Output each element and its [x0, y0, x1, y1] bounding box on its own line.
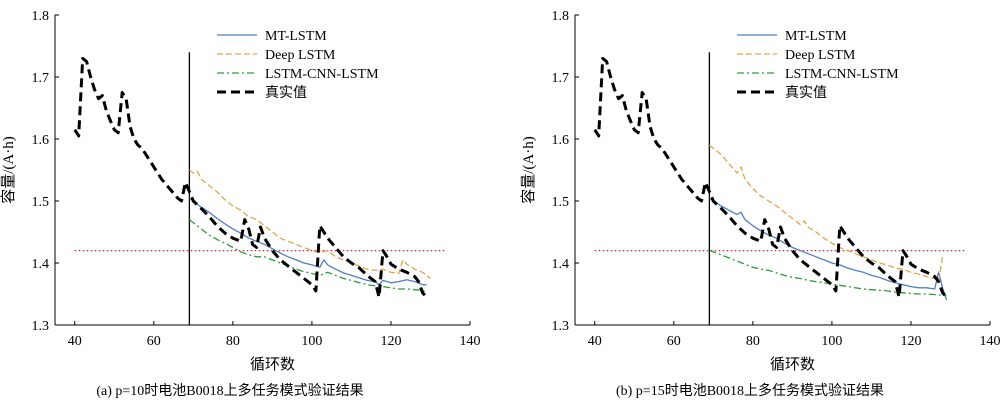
y-tick-label: 1.8: [552, 9, 570, 24]
x-axis-title: 循环数: [250, 356, 295, 373]
legend-label: MT-LSTM: [785, 29, 847, 44]
y-tick-label: 1.5: [552, 195, 570, 210]
chart-panel-a: 1.3 1.4 1.5 1.6 1.7 1.8 40 60 80 100 120 140 循环数 容量/(…: [0, 9, 481, 399]
x-tick-label: 60: [147, 334, 161, 349]
x-tick-label: 100: [301, 334, 322, 349]
x-axis-title: 循环数: [770, 356, 815, 373]
figure-caption: (a) p=10时电池B0018上多任务模式验证结果: [96, 382, 363, 399]
y-tick-label: 1.5: [32, 195, 50, 210]
y-tick-label: 1.3: [32, 319, 50, 334]
legend-label: 真实值: [265, 85, 307, 101]
chart-panel-b: 1.3 1.4 1.5 1.6 1.7 1.8 40 60 80 100 120 140 循环数 容量/(…: [520, 9, 1000, 399]
y-axis-title: 容量/(A·h): [0, 136, 17, 204]
figure-caption: (b) p=15时电池B0018上多任务模式验证结果: [616, 382, 884, 399]
x-tick-label: 80: [746, 334, 760, 349]
legend: MT-LSTM Deep LSTM LSTM-CNN-LSTM 真实值: [737, 29, 899, 101]
y-axis-title: 容量/(A·h): [520, 136, 537, 204]
y-tick-label: 1.4: [32, 257, 50, 272]
legend: MT-LSTM Deep LSTM LSTM-CNN-LSTM 真实值: [217, 29, 379, 101]
y-tick-label: 1.8: [32, 9, 50, 24]
legend-label: LSTM-CNN-LSTM: [265, 67, 379, 82]
y-tick-label: 1.3: [552, 319, 570, 334]
legend-label: MT-LSTM: [265, 29, 327, 44]
y-tick-label: 1.7: [32, 71, 50, 86]
x-tick-label: 60: [667, 334, 681, 349]
y-tick-label: 1.6: [32, 133, 50, 148]
x-tick-label: 40: [68, 334, 82, 349]
series-line-MT-LSTM: [709, 198, 946, 300]
x-tick-label: 100: [821, 334, 842, 349]
legend-label: 真实值: [785, 85, 827, 101]
y-tick-label: 1.6: [552, 133, 570, 148]
series-line-LSTM-CNN-LSTM: [709, 251, 946, 296]
series-line-真实值: [75, 58, 427, 297]
legend-label: LSTM-CNN-LSTM: [785, 67, 899, 82]
y-tick-label: 1.4: [552, 257, 570, 272]
y-tick-label: 1.7: [552, 71, 570, 86]
x-tick-label: 120: [900, 334, 921, 349]
legend-label: Deep LSTM: [265, 48, 336, 63]
x-tick-label: 140: [980, 334, 1000, 349]
x-tick-label: 120: [380, 334, 401, 349]
x-tick-label: 40: [588, 334, 602, 349]
legend-label: Deep LSTM: [785, 48, 856, 63]
x-tick-label: 80: [226, 334, 240, 349]
x-tick-label: 140: [460, 334, 481, 349]
series-line-真实值: [595, 58, 947, 297]
